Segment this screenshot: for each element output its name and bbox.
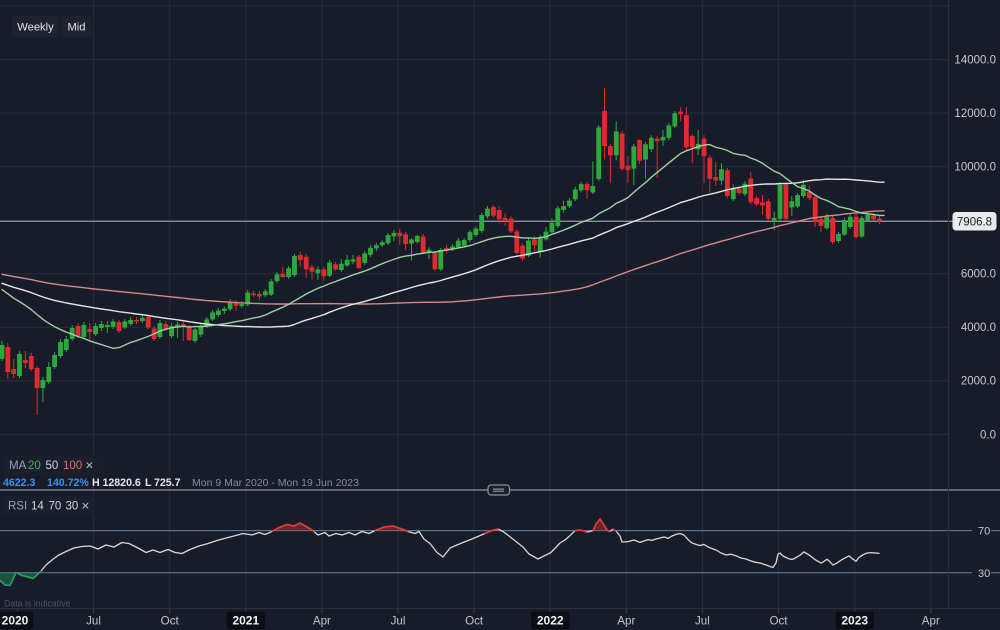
- svg-text:2023: 2023: [841, 614, 868, 628]
- svg-text:RSI: RSI: [8, 501, 27, 513]
- svg-text:70: 70: [49, 501, 62, 513]
- svg-text:10000.0: 10000.0: [954, 161, 996, 173]
- svg-text:12000.0: 12000.0: [954, 108, 996, 120]
- svg-text:Oct: Oct: [161, 615, 180, 628]
- svg-text:L: L: [145, 477, 152, 489]
- svg-text:2022: 2022: [537, 614, 564, 628]
- svg-text:Apr: Apr: [617, 615, 635, 628]
- svg-text:Apr: Apr: [922, 615, 940, 628]
- svg-text:725.7: 725.7: [154, 477, 181, 489]
- svg-text:2021: 2021: [232, 614, 259, 628]
- svg-text:4622.3: 4622.3: [3, 477, 36, 489]
- svg-text:140.72%: 140.72%: [47, 477, 89, 489]
- svg-text:2000.0: 2000.0: [961, 376, 996, 388]
- svg-text:Jul: Jul: [86, 615, 101, 628]
- svg-text:2020: 2020: [2, 614, 29, 628]
- svg-text:30: 30: [978, 568, 990, 580]
- svg-text:Data is indicative: Data is indicative: [4, 599, 71, 609]
- svg-text:Apr: Apr: [313, 615, 331, 628]
- svg-text:12820.6: 12820.6: [103, 477, 141, 489]
- svg-text:H: H: [92, 477, 100, 489]
- svg-text:✕: ✕: [81, 501, 90, 513]
- svg-text:4000.0: 4000.0: [961, 322, 996, 334]
- svg-text:Oct: Oct: [465, 615, 484, 628]
- svg-text:50: 50: [46, 460, 59, 472]
- svg-text:100: 100: [63, 460, 82, 472]
- svg-text:Mon 9 Mar 2020 - Mon 19 Jun 20: Mon 9 Mar 2020 - Mon 19 Jun 2023: [192, 477, 359, 489]
- svg-text:14000.0: 14000.0: [954, 54, 996, 66]
- svg-text:✕: ✕: [85, 460, 94, 472]
- svg-text:Weekly: Weekly: [17, 22, 54, 34]
- svg-text:14: 14: [31, 501, 44, 513]
- svg-text:7906.8: 7906.8: [957, 216, 992, 228]
- svg-text:20: 20: [28, 460, 41, 472]
- svg-text:6000.0: 6000.0: [961, 269, 996, 281]
- svg-text:30: 30: [66, 501, 79, 513]
- svg-text:Oct: Oct: [769, 615, 788, 628]
- svg-text:Mid: Mid: [67, 22, 85, 34]
- svg-text:MA: MA: [9, 460, 27, 472]
- svg-text:70: 70: [978, 526, 990, 538]
- svg-text:0.0: 0.0: [980, 429, 996, 441]
- svg-text:Jul: Jul: [391, 615, 406, 628]
- svg-text:Jul: Jul: [695, 615, 710, 628]
